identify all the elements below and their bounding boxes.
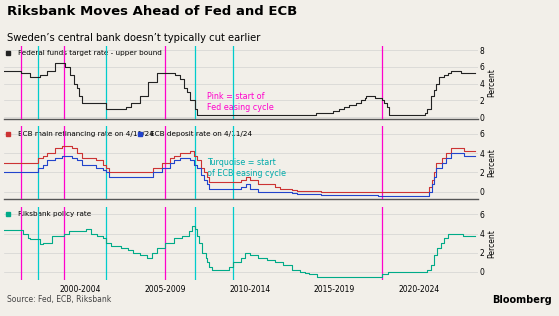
Text: ECB deposit rate on 4/11/24: ECB deposit rate on 4/11/24: [150, 131, 252, 137]
Text: Riksbank policy rate: Riksbank policy rate: [18, 211, 91, 217]
Text: Percent: Percent: [487, 229, 496, 258]
Text: Turquoise = start
of ECB easing cycle: Turquoise = start of ECB easing cycle: [207, 158, 286, 178]
Text: Percent: Percent: [487, 68, 496, 97]
Text: Source: Fed, ECB, Riksbank: Source: Fed, ECB, Riksbank: [7, 295, 111, 304]
Text: ECB main refinancing rate on 4/11/24: ECB main refinancing rate on 4/11/24: [18, 131, 154, 137]
Text: Riksbank Moves Ahead of Fed and ECB: Riksbank Moves Ahead of Fed and ECB: [7, 5, 297, 18]
Text: Sweden’s central bank doesn’t typically cut earlier: Sweden’s central bank doesn’t typically …: [7, 33, 260, 43]
Text: Pink = start of
Fed easing cycle: Pink = start of Fed easing cycle: [207, 92, 274, 112]
Text: Bloomberg: Bloomberg: [492, 295, 552, 306]
Text: Percent: Percent: [487, 148, 496, 177]
Text: Federal funds target rate - upper bound: Federal funds target rate - upper bound: [18, 50, 162, 56]
